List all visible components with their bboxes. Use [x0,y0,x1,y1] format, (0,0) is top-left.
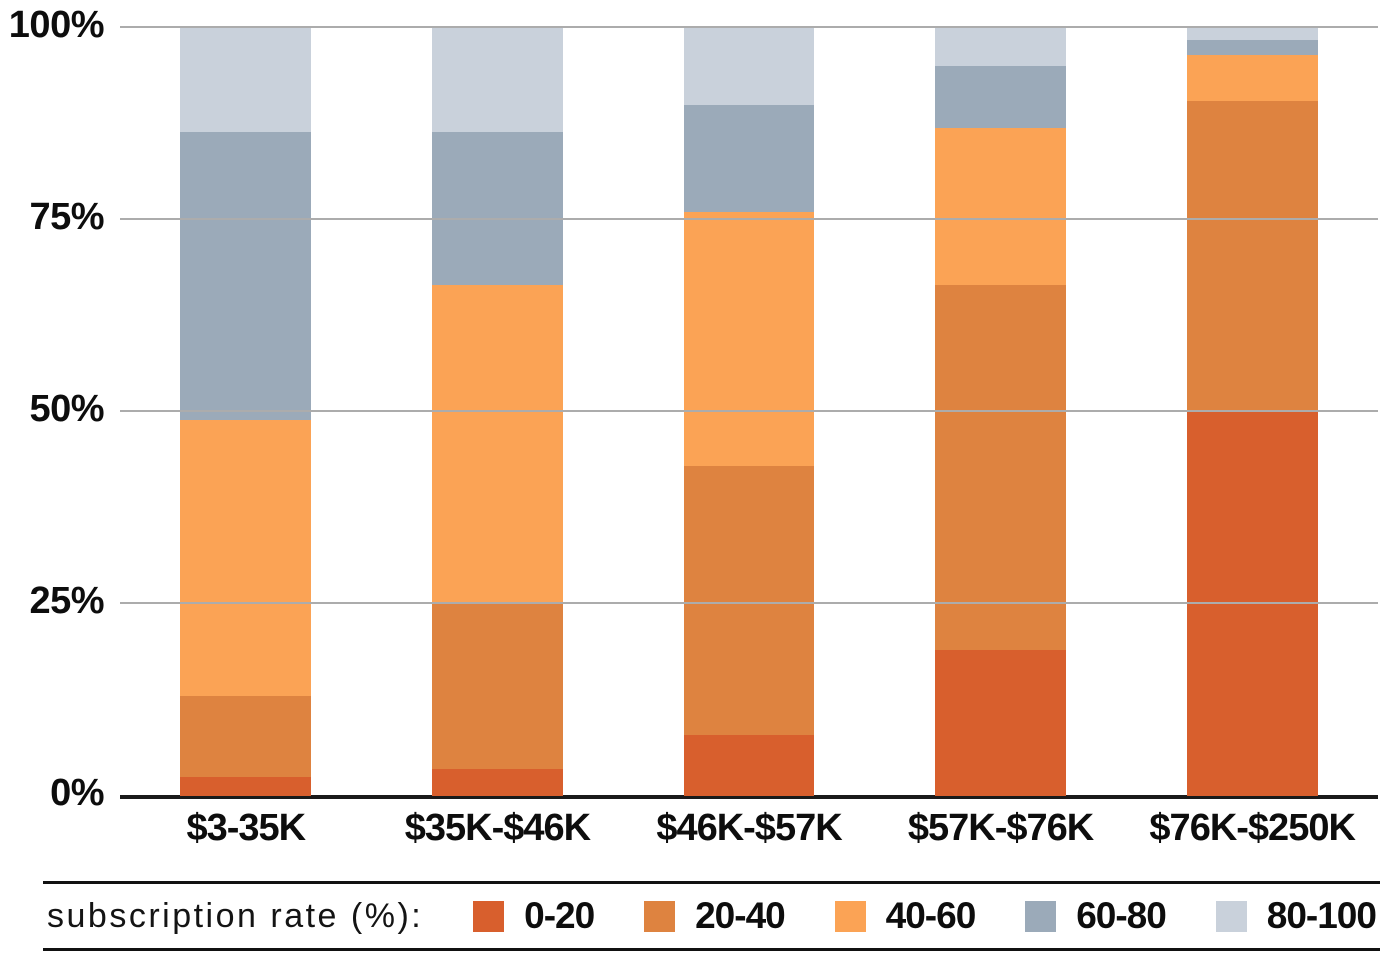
bar-segment-$46K-$57K-20-40 [683,465,815,735]
bar-column-$3-35K [180,28,312,796]
legend-swatch-80-100 [1215,900,1247,932]
x-axis-label-$76K-$250K: $76K-$250K [1149,807,1355,849]
bar-cell-$57K-$76K [875,28,1127,796]
y-axis-tick-label: 25% [29,580,104,622]
bar-segment-$3-35K-40-60 [180,419,312,697]
bar-cell-$76K-$250K [1126,28,1378,796]
bar-cell-$35K-$46K [372,28,624,796]
bar-cell-$46K-$57K [623,28,875,796]
bar-segment-$46K-$57K-40-60 [683,212,815,466]
legend-item-40-60: 40-60 [834,895,977,937]
x-axis-label-$46K-$57K: $46K-$57K [656,807,842,849]
bar-segment-$76K-$250K-0-20 [1186,412,1318,796]
legend-title: subscription rate (%): [47,896,424,935]
bar-segment-$76K-$250K-80-100 [1186,28,1318,40]
bar-segment-$57K-$76K-60-80 [935,66,1066,128]
bar-segment-$3-35K-80-100 [180,28,312,132]
bar-segment-$35K-$46K-80-100 [431,28,563,132]
legend-item-0-20: 0-20 [473,895,595,937]
y-axis-tick-label: 50% [29,388,104,430]
x-axis-label-$3-35K: $3-35K [186,807,306,849]
bars-group [120,28,1378,796]
legend-item-label: 80-100 [1266,895,1377,936]
x-axis-label-$57K-$76K: $57K-$76K [907,807,1094,849]
legend-swatch-60-80 [1025,900,1057,932]
bar-segment-$35K-$46K-0-20 [431,769,563,796]
legend-item-20-40: 20-40 [644,895,786,937]
gridline-75% [120,218,1378,220]
gridline-50% [120,410,1378,412]
bar-column-$46K-$57K [683,28,815,796]
y-axis-tick-label: 0% [50,772,104,814]
bar-segment-$76K-$250K-40-60 [1186,54,1318,101]
legend-swatch-40-60 [834,900,866,932]
bar-segment-$35K-$46K-60-80 [431,131,563,286]
bar-segment-$76K-$250K-20-40 [1186,100,1318,412]
legend-item-label: 0-20 [524,895,595,936]
bar-segment-$35K-$46K-20-40 [431,604,563,770]
bar-segment-$46K-$57K-0-20 [683,734,815,796]
legend-item-60-80: 60-80 [1025,895,1167,937]
legend-item-label: 40-60 [885,895,977,936]
bar-segment-$57K-$76K-80-100 [935,28,1066,67]
bar-segment-$76K-$250K-60-80 [1186,39,1318,55]
bar-column-$57K-$76K [935,28,1066,796]
bar-column-$35K-$46K [431,28,563,796]
bar-cell-$3-35K [120,28,372,796]
legend-item-label: 60-80 [1076,895,1167,936]
bar-column-$76K-$250K [1186,28,1318,796]
legend-swatch-20-40 [644,900,676,932]
plot-area [120,26,1378,799]
y-axis-tick-label: 75% [29,196,104,238]
bar-segment-$57K-$76K-0-20 [935,650,1066,796]
y-axis-tick-label: 100% [8,4,105,46]
legend-swatch-0-20 [473,900,505,932]
x-axis-labels: $3-35K $35K-$46K $46K-$57K $57K-$76K $76K-$2… [120,806,1378,850]
x-axis-label-$35K-$46K: $35K-$46K [404,807,591,849]
legend-item-80-100: 80-100 [1215,895,1377,937]
bar-segment-$3-35K-0-20 [180,776,312,796]
gridline-25% [120,602,1378,604]
bar-segment-$57K-$76K-20-40 [935,285,1066,651]
legend-item-label: 20-40 [695,895,786,936]
bar-segment-$35K-$46K-40-60 [431,285,563,605]
bar-segment-$57K-$76K-40-60 [935,127,1066,286]
bar-segment-$3-35K-20-40 [180,696,312,777]
bar-segment-$46K-$57K-60-80 [683,104,815,213]
bar-segment-$46K-$57K-80-100 [683,28,815,105]
bar-segment-$3-35K-60-80 [180,131,312,420]
gridline-100% [120,26,1378,28]
legend: subscription rate (%): 0-20 20-40 40-60 60-… [43,881,1380,951]
